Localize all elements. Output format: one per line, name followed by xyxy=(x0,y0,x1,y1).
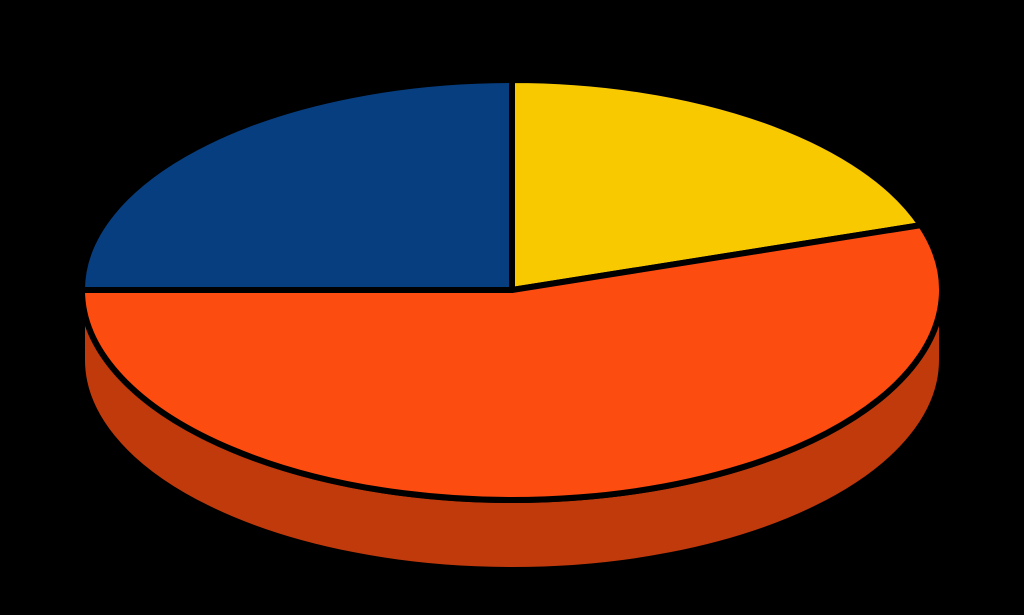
pie-chart-3d xyxy=(0,0,1024,615)
pie-slice-blue xyxy=(82,80,512,290)
pie-tops xyxy=(82,80,942,500)
